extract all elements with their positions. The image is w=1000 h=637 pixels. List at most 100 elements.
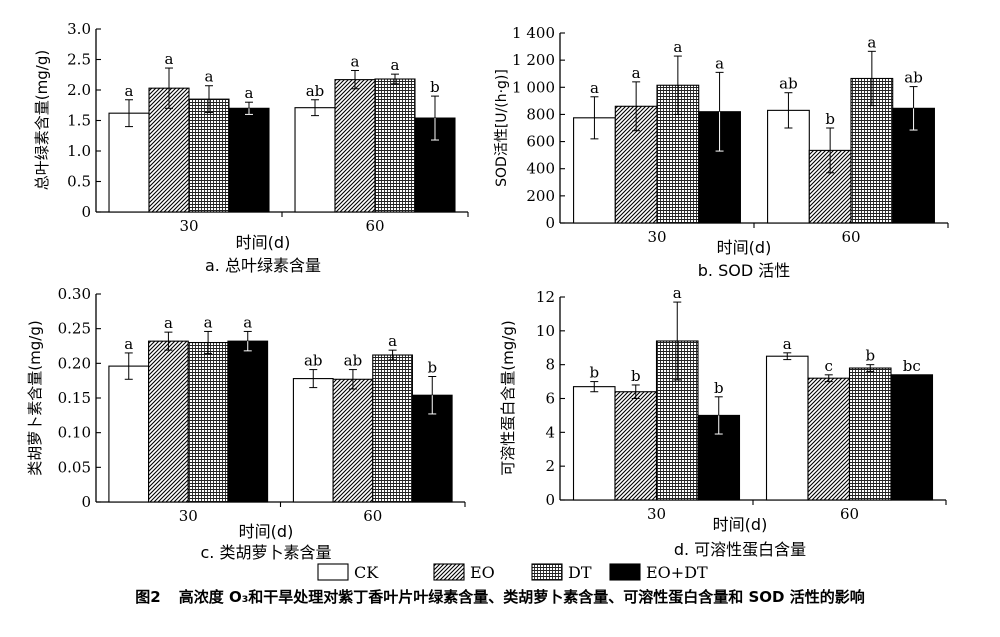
y-tick-label: 12 — [536, 288, 555, 306]
y-tick-label: 0 — [545, 491, 555, 509]
legend-swatch-eo-dt — [609, 563, 641, 581]
significance-letter: b — [427, 359, 437, 377]
legend-label-eo: EO — [470, 563, 495, 582]
y-axis-label: SOD活性[U/(h·g)] — [494, 69, 510, 187]
y-axis-label: 类胡萝卜素含量(mg/g) — [26, 320, 44, 475]
bar-dt-30 — [188, 98, 230, 213]
bar-eo-30 — [614, 391, 658, 501]
significance-letter: b — [825, 110, 835, 128]
bar-eo-dt-30 — [228, 107, 270, 213]
y-tick-label: 8 — [545, 356, 555, 374]
significance-letter: a — [867, 33, 876, 51]
significance-letter: a — [783, 335, 792, 353]
y-tick-label: 6 — [545, 390, 555, 408]
legend: CK EO DT EO+DT — [317, 563, 708, 582]
y-tick-label: 0.25 — [58, 320, 91, 338]
x-axis-label: 时间(d) — [236, 233, 291, 252]
x-tick-label: 60 — [363, 507, 382, 525]
y-tick-label: 0 — [81, 493, 91, 511]
chart-subtitle: c. 类胡萝卜素含量 — [201, 543, 332, 562]
y-tick-label: 0.30 — [58, 285, 91, 303]
bar-ck-30 — [572, 386, 616, 501]
significance-letter: ab — [304, 352, 323, 370]
bar-eo-60 — [332, 378, 374, 503]
x-tick-label: 60 — [841, 228, 860, 246]
legend-swatch-eo — [433, 563, 465, 581]
y-tick-label: 1 400 — [512, 24, 555, 42]
bar-eo-dt-30 — [227, 340, 269, 503]
significance-letter: ab — [344, 352, 363, 370]
y-tick-label: 600 — [526, 133, 555, 151]
significance-letter: b — [430, 78, 440, 96]
bar-ck-60 — [767, 109, 810, 224]
y-tick-label: 2.0 — [67, 81, 91, 99]
y-tick-label: 0.05 — [58, 458, 91, 476]
bar-eo-60 — [807, 377, 851, 501]
bar-ck-30 — [108, 365, 150, 503]
significance-letter: bc — [903, 357, 921, 375]
bar-dt-30 — [187, 341, 229, 503]
chart-subtitle: a. 总叶绿素含量 — [205, 256, 321, 275]
y-tick-label: 2 — [545, 457, 555, 475]
y-tick-label: 2.5 — [67, 51, 91, 69]
chart-subtitle: b. SOD 活性 — [698, 261, 791, 280]
figure-caption: 图2 高浓度 O₃和干旱处理对紫丁香叶片叶绿素含量、类胡萝卜素含量、可溶性蛋白含量… — [0, 586, 1000, 607]
y-tick-label: 1 200 — [512, 51, 555, 69]
y-tick-label: 10 — [536, 322, 555, 340]
y-tick-label: 800 — [526, 105, 555, 123]
legend-swatch-ck — [317, 563, 349, 581]
significance-letter: a — [590, 79, 599, 97]
y-tick-label: 0 — [81, 203, 91, 221]
bar-eo-30 — [148, 340, 189, 503]
x-tick-label: 30 — [647, 505, 666, 523]
bar-ck-60 — [294, 107, 336, 213]
significance-letter: ab — [306, 82, 325, 100]
bar-ck-60 — [765, 355, 809, 501]
bar-ck-60 — [292, 378, 334, 503]
y-tick-label: 0.15 — [58, 389, 91, 407]
significance-letter: ab — [904, 69, 923, 87]
x-axis-label: 时间(d) — [713, 515, 768, 534]
significance-letter: b — [714, 379, 724, 397]
significance-letter: a — [125, 82, 134, 100]
figure-caption-number: 图2 — [135, 588, 161, 606]
y-tick-label: 1.5 — [67, 112, 91, 130]
significance-letter: c — [825, 357, 833, 375]
significance-letter: a — [165, 50, 174, 68]
figure-caption-text: 高浓度 O₃和干旱处理对紫丁香叶片叶绿素含量、类胡萝卜素含量、可溶性蛋白含量和 … — [178, 588, 865, 606]
significance-letter: a — [391, 56, 400, 74]
significance-letter: a — [351, 52, 360, 70]
significance-letter: b — [589, 364, 599, 382]
y-tick-label: 0 — [545, 214, 555, 232]
x-axis-label: 时间(d) — [717, 238, 772, 257]
significance-letter: a — [388, 332, 397, 350]
y-tick-label: 400 — [526, 160, 555, 178]
bar-eo-60 — [334, 79, 376, 213]
y-tick-label: 3.0 — [67, 20, 91, 38]
y-tick-label: 200 — [526, 187, 555, 205]
x-tick-label: 60 — [365, 217, 384, 235]
legend-label-eo-dt: EO+DT — [646, 563, 708, 582]
y-tick-label: 1.0 — [67, 142, 91, 160]
significance-letter: a — [673, 284, 682, 302]
bar-ck-30 — [108, 112, 150, 213]
legend-label-ck: CK — [354, 563, 379, 582]
significance-letter: ab — [779, 75, 798, 93]
y-axis-label: 可溶性蛋白含量(mg/g) — [499, 320, 517, 475]
legend-label-dt: DT — [568, 563, 592, 582]
significance-letter: a — [243, 313, 252, 331]
significance-letter: a — [164, 314, 173, 332]
y-tick-label: 0.10 — [58, 424, 91, 442]
y-tick-label: 0.5 — [67, 173, 91, 191]
significance-letter: a — [245, 84, 254, 102]
legend-swatch-dt — [531, 563, 563, 581]
y-tick-label: 4 — [545, 423, 555, 441]
x-tick-label: 60 — [840, 505, 859, 523]
bar-dt-60 — [848, 367, 892, 501]
bar-eo-dt-60 — [890, 374, 934, 501]
